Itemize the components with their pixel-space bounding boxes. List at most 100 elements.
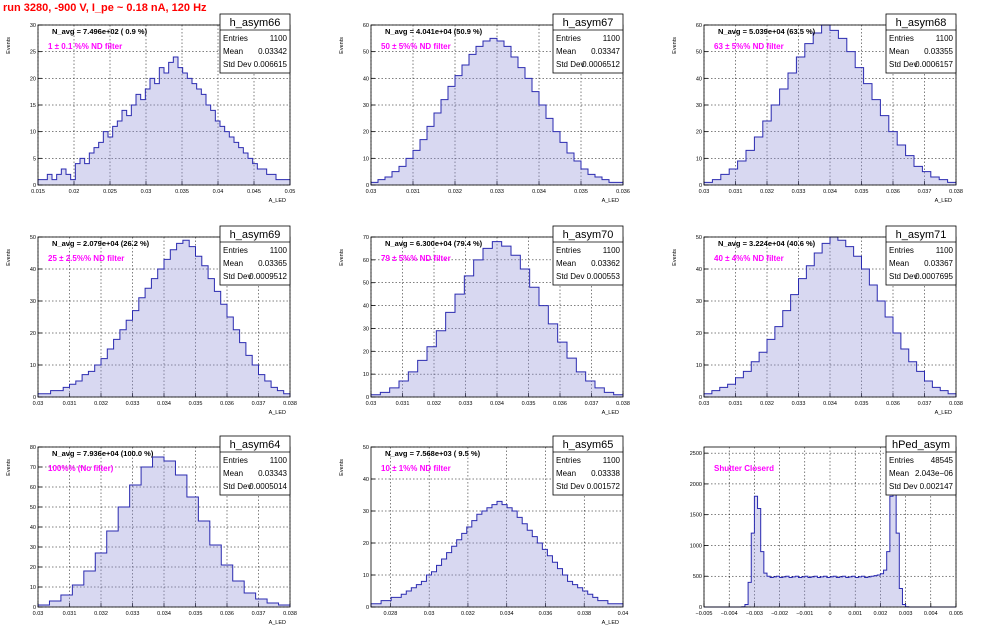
stats-value: 48545 <box>931 456 954 465</box>
x-tick-label: 0.03 <box>33 401 44 407</box>
x-tick-label: 0.04 <box>618 611 629 617</box>
y-tick-label: 60 <box>30 485 36 491</box>
y-tick-label: 40 <box>363 76 369 82</box>
x-tick-label: 0.033 <box>126 401 140 407</box>
y-tick-label: 10 <box>363 156 369 162</box>
stats-label: Entries <box>889 34 914 43</box>
x-tick-label: 0.004 <box>924 611 938 617</box>
x-tick-label: 0.032 <box>461 611 475 617</box>
y-tick-label: 0 <box>33 395 36 401</box>
y-tick-label: 40 <box>30 525 36 531</box>
plot-frame <box>370 236 624 398</box>
stats-value: 1100 <box>270 456 288 465</box>
plot-frame <box>703 236 957 398</box>
stats-label: Entries <box>556 34 581 43</box>
filter-label: Shutter Closerd <box>714 464 774 473</box>
stats-box <box>219 435 291 496</box>
x-tick-label: 0.033 <box>792 189 806 195</box>
histogram-line <box>370 500 624 607</box>
histogram-line <box>703 236 957 397</box>
stats-value: 1100 <box>936 246 954 255</box>
histogram-fill <box>371 38 623 186</box>
stats-box <box>219 225 291 286</box>
x-tick-label: 0.045 <box>247 189 261 195</box>
page-title: run 3280, -900 V, I_pe ~ 0.18 nA, 120 Hz <box>3 2 207 14</box>
y-tick-label: 30 <box>30 23 36 29</box>
n-avg-annotation: N_avg = 5.039e+04 (63.5 %) <box>718 27 816 36</box>
x-tick-label: 0.036 <box>220 611 234 617</box>
stats-title: h_asym66 <box>230 17 281 29</box>
x-tick-label: 0.03 <box>141 189 152 195</box>
stats-label: Std Dev <box>556 272 584 281</box>
y-tick-label: 2000 <box>690 482 702 488</box>
histogram-fill <box>38 57 290 185</box>
plot-frame <box>37 236 291 398</box>
stats-value: 1100 <box>603 456 621 465</box>
stats-label: Std Dev <box>556 60 584 69</box>
histogram-line <box>37 56 291 185</box>
stats-label: Entries <box>223 456 248 465</box>
filter-label: 40 ± 4%% ND filter <box>714 254 784 263</box>
x-tick-label: 0.035 <box>189 611 203 617</box>
plot-frame <box>370 446 624 608</box>
x-tick-label: 0.035 <box>189 401 203 407</box>
x-tick-label: 0 <box>828 611 831 617</box>
plot-frame <box>703 446 957 608</box>
y-tick-label: 30 <box>363 103 369 109</box>
x-tick-label: 0.031 <box>63 401 77 407</box>
stats-label: Mean <box>889 47 909 56</box>
x-tick-label: 0.038 <box>616 401 630 407</box>
y-tick-label: 10 <box>696 156 702 162</box>
x-tick-label: 0.036 <box>886 401 900 407</box>
x-axis-label: A_LED <box>602 620 619 625</box>
histogram-panel-h_asym68: 0.03 0.031 0.032 0.033 0.034 0.035 0.036 0.037 0… <box>672 13 963 204</box>
x-tick-label: 0.03 <box>33 611 44 617</box>
n-avg-annotation: N_avg = 2.079e+04 (26.2 %) <box>52 239 150 248</box>
stats-label: Mean <box>223 469 243 478</box>
plot-frame <box>703 24 957 186</box>
plot-frame <box>37 24 291 186</box>
plot-frame <box>37 446 291 608</box>
x-tick-label: 0.037 <box>585 401 599 407</box>
y-axis-label: Events <box>6 37 12 54</box>
stats-label: Std Dev <box>889 482 917 491</box>
y-tick-label: 30 <box>363 509 369 515</box>
y-axis-label: Events <box>339 459 345 476</box>
y-tick-label: 50 <box>696 235 702 241</box>
histogram-line <box>370 241 624 397</box>
filter-label: 25 ± 2.5%% ND filter <box>48 254 124 263</box>
y-tick-label: 0 <box>366 395 369 401</box>
stats-label: Mean <box>223 47 243 56</box>
y-tick-label: 10 <box>30 585 36 591</box>
stats-value: 1100 <box>270 246 288 255</box>
stats-value: 0.006615 <box>254 60 288 69</box>
y-tick-label: 30 <box>30 299 36 305</box>
x-tick-label: 0.038 <box>283 401 297 407</box>
y-tick-label: 0 <box>33 183 36 189</box>
histogram-line <box>37 456 291 607</box>
stats-label: Mean <box>556 47 576 56</box>
x-tick-label: 0.035 <box>574 189 588 195</box>
stats-value: 0.0006157 <box>915 60 953 69</box>
y-tick-label: 20 <box>363 541 369 547</box>
histogram-fill <box>371 241 623 397</box>
plot-frame <box>370 24 624 186</box>
stats-label: Entries <box>889 456 914 465</box>
x-tick-label: 0.038 <box>949 401 963 407</box>
x-tick-label: 0.02 <box>69 189 80 195</box>
x-tick-label: 0.036 <box>220 401 234 407</box>
x-tick-label: 0.031 <box>729 189 743 195</box>
histogram-panel-hPed_asym: −0.005 −0.004 −0.003 −0.002 −0.001 0 0.001 0.00… <box>690 435 963 617</box>
x-tick-label: 0.036 <box>553 401 567 407</box>
stats-label: Std Dev <box>889 60 917 69</box>
x-tick-label: 0.031 <box>63 611 77 617</box>
x-tick-label: 0.037 <box>918 401 932 407</box>
stats-value: 0.0005014 <box>249 482 287 491</box>
stats-value: 1100 <box>270 34 288 43</box>
filter-label: 63 ± 5%% ND filter <box>714 42 784 51</box>
stats-box <box>219 13 291 74</box>
x-tick-label: 0.03 <box>366 401 377 407</box>
stats-value: 0.03365 <box>258 259 287 268</box>
x-tick-label: 0.032 <box>760 401 774 407</box>
stats-title: h_asym67 <box>563 17 614 29</box>
